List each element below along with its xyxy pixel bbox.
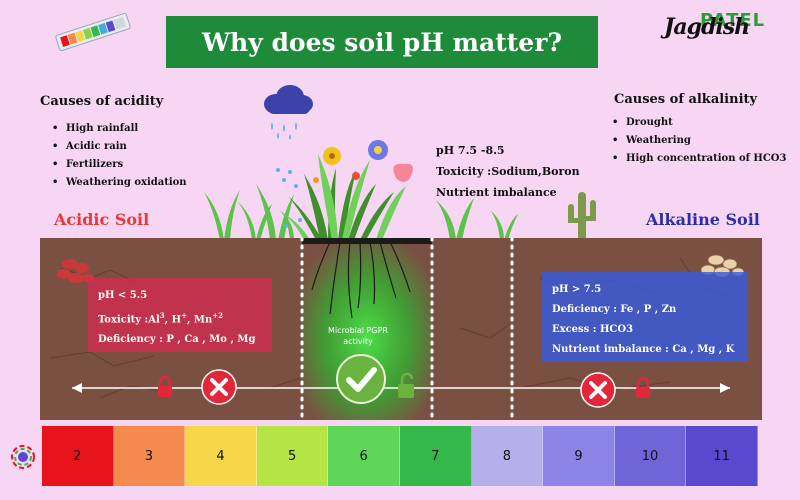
ph-scale-cell: 5	[256, 426, 329, 486]
alk-deficiency: Deficiency : Fe , P , Zn	[552, 304, 677, 315]
check-icon	[336, 354, 386, 404]
list-item: Acidic rain	[52, 138, 187, 156]
list-item: Fertilizers	[52, 156, 187, 174]
acidity-list: High rainfall Acidic rain Fertilizers We…	[52, 120, 187, 192]
ph-scale-cell: 6	[328, 426, 400, 486]
acid-ph: pH < 5.5	[98, 290, 148, 301]
ph-scale: 2 3 4 5 6 7 8 9 10 11	[42, 426, 758, 486]
rain-cloud-icon	[264, 85, 313, 140]
ph-scale-cell: 4	[185, 426, 257, 486]
list-item: Drought	[612, 114, 786, 132]
list-item: Weathering	[612, 132, 786, 150]
acid-toxicity: Toxicity :Al3, H+, Mn+2	[98, 311, 224, 326]
ph-scale-cell: 11	[686, 426, 758, 486]
brand-name: PATEL	[700, 10, 766, 31]
ph-strip-icon	[55, 12, 131, 52]
acid-deficiency: Deficiency : P , Ca , Mo , Mg	[98, 334, 256, 346]
title-banner: Why does soil pH matter?	[166, 16, 598, 68]
cross-icon	[201, 369, 237, 405]
alkaline-info-box: pH > 7.5 Deficiency : Fe , P , Zn Excess…	[542, 272, 748, 362]
alkalinity-list: Drought Weathering High concentration of…	[612, 114, 786, 168]
ph-scale-cell: 2	[42, 426, 114, 486]
unlocked-padlock-icon	[398, 372, 414, 398]
alkaline-soil-label: Alkaline Soil	[646, 210, 760, 229]
alk-ph: pH > 7.5	[552, 284, 602, 295]
ph-scale-cell: 3	[113, 426, 186, 486]
neutral-info: pH 7.5 -8.5 Toxicity :Sodium,Boron Nutri…	[436, 140, 580, 203]
ph-logo-icon	[11, 445, 35, 469]
cross-icon	[580, 372, 616, 408]
ph-scale-cell: 7	[399, 426, 472, 486]
neutral-ph: pH 7.5 -8.5	[436, 144, 505, 157]
cactus-icon	[568, 192, 596, 242]
acidic-soil-label: Acidic Soil	[54, 210, 150, 229]
ph-scale-cell: 10	[614, 426, 687, 486]
brand-signature: Jagdish	[664, 14, 750, 40]
acidic-info-box: pH < 5.5 Toxicity :Al3, H+, Mn+2 Deficie…	[88, 278, 272, 352]
locked-padlock-icon	[636, 377, 650, 398]
ph-scale-cell: 9	[543, 426, 615, 486]
alkalinity-heading: Causes of alkalinity	[614, 92, 758, 107]
list-item: Weathering oxidation	[52, 174, 187, 192]
pgpr-label: Microbial PGPR activity	[328, 326, 388, 346]
list-item: High concentration of HCO3	[612, 150, 786, 168]
locked-padlock-icon	[158, 376, 172, 397]
alk-excess: Excess : HCO3	[552, 324, 634, 335]
plants-illustration	[204, 140, 518, 240]
ph-scale-cell: 8	[471, 426, 544, 486]
list-item: High rainfall	[52, 120, 187, 138]
page-title: Why does soil pH matter?	[201, 27, 563, 57]
acidity-heading: Causes of acidity	[40, 94, 164, 109]
neutral-imbalance: Nutrient imbalance	[436, 186, 557, 199]
neutral-toxicity: Toxicity :Sodium,Boron	[436, 165, 580, 178]
alk-imbalance: Nutrient imbalance : Ca , Mg , K	[552, 344, 735, 355]
